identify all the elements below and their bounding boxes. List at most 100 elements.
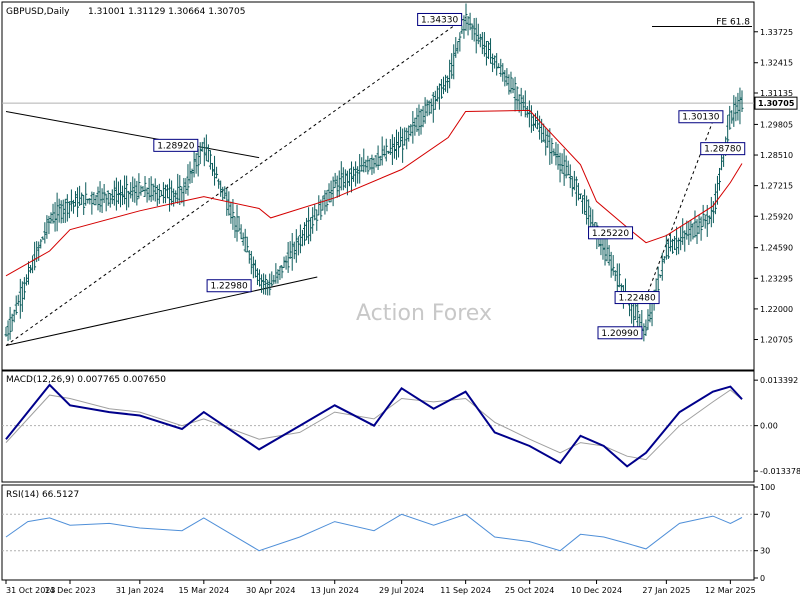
price-bar <box>730 110 734 124</box>
price-bar <box>503 70 507 87</box>
price-bar <box>468 12 472 31</box>
price-bar <box>519 87 523 117</box>
price-bar <box>450 53 454 79</box>
price-bar <box>523 90 527 118</box>
price-bar <box>576 182 580 201</box>
price-bar <box>186 164 190 196</box>
price-bar <box>709 196 713 228</box>
price-callout: 1.28780 <box>700 142 746 156</box>
price-bar <box>217 178 221 189</box>
price-bar <box>311 207 315 234</box>
price-bar <box>464 3 468 31</box>
price-bar <box>10 313 14 332</box>
price-bar <box>231 199 235 230</box>
price-bar <box>607 245 611 266</box>
price-callout-box <box>700 142 746 156</box>
price-callout-box <box>206 279 252 293</box>
price-bar <box>337 170 341 197</box>
price-bar <box>439 79 443 99</box>
price-bar <box>658 274 662 278</box>
price-bar <box>127 190 131 208</box>
price-bar <box>123 175 127 205</box>
price-bar <box>262 273 266 295</box>
price-bar <box>529 105 533 133</box>
macd-y-tick-label: 0.013392 <box>760 376 798 385</box>
x-axis-label: 13 Jun 2024 <box>311 586 359 595</box>
price-bar <box>290 232 294 271</box>
price-bar <box>278 266 282 280</box>
price-bar <box>525 105 529 118</box>
macd-layer <box>2 383 754 468</box>
price-bar <box>501 63 505 82</box>
price-callout: 1.22480 <box>614 291 660 305</box>
price-bar <box>691 223 695 240</box>
price-bar <box>527 100 531 128</box>
price-bar <box>114 177 118 211</box>
price-bar <box>41 236 45 240</box>
price-bar <box>697 215 701 235</box>
price-y-tick-label: 1.29805 <box>760 120 793 129</box>
price-bar <box>26 261 30 285</box>
price-bar <box>673 235 677 251</box>
price-y-tick-label: 1.28510 <box>760 151 793 160</box>
price-bar <box>413 117 417 136</box>
price-bar <box>59 200 63 224</box>
price-bar <box>174 190 178 203</box>
price-bar <box>587 199 591 231</box>
price-bar <box>489 38 493 64</box>
price-bar <box>335 175 339 198</box>
price-bar <box>239 224 243 240</box>
price-bar <box>305 217 309 241</box>
price-bar <box>135 180 139 206</box>
price-bar <box>65 194 69 222</box>
price-bar <box>102 184 106 204</box>
macd-header: MACD(12,26,9) 0.007765 0.007650 <box>6 375 166 385</box>
price-bar <box>705 204 709 237</box>
price-bar <box>646 309 650 330</box>
price-bar <box>656 266 660 294</box>
price-bar <box>182 177 186 207</box>
price-bar <box>378 155 382 166</box>
x-axis-label: 10 Dec 2024 <box>571 586 622 595</box>
price-bar <box>364 159 368 173</box>
price-bar <box>683 230 687 252</box>
price-bar <box>617 263 621 288</box>
price-bar <box>219 180 223 197</box>
price-bar <box>347 168 351 187</box>
price-bar <box>202 137 206 167</box>
price-bar <box>264 274 268 295</box>
price-bar <box>133 178 137 203</box>
price-bar <box>370 154 374 175</box>
trendline <box>5 111 260 159</box>
price-bar <box>403 127 407 146</box>
x-axis-label: 30 Apr 2024 <box>246 586 295 595</box>
price-bar <box>417 104 421 136</box>
macd-y-tick-label: -0.013378 <box>760 467 800 476</box>
x-axis-label: 31 Oct 2023 <box>6 586 55 595</box>
price-bar <box>280 265 284 279</box>
price-bar <box>491 53 495 73</box>
price-bar <box>309 217 313 242</box>
price-bar <box>578 193 582 200</box>
price-bar <box>221 186 225 201</box>
price-bar <box>76 187 80 218</box>
price-bar <box>39 239 43 249</box>
price-bar <box>98 181 102 213</box>
price-bar <box>176 173 180 204</box>
macd-main-line <box>5 383 743 468</box>
price-bar <box>670 238 674 254</box>
price-bar <box>57 198 61 223</box>
price-bar <box>411 111 415 144</box>
price-bar <box>534 113 538 128</box>
price-bar <box>198 142 202 165</box>
price-callout-label: 1.28920 <box>157 141 194 151</box>
price-bar <box>63 198 67 223</box>
price-bar <box>43 222 47 244</box>
price-bar <box>251 256 255 279</box>
price-bar <box>388 139 392 155</box>
price-layer: FE 61.8 1.34330 1.28920 1.22980 1.30130 1.287… <box>2 3 754 347</box>
price-bar <box>341 167 345 191</box>
price-bar <box>384 138 388 162</box>
price-bar <box>188 161 192 184</box>
price-bar <box>178 175 182 205</box>
